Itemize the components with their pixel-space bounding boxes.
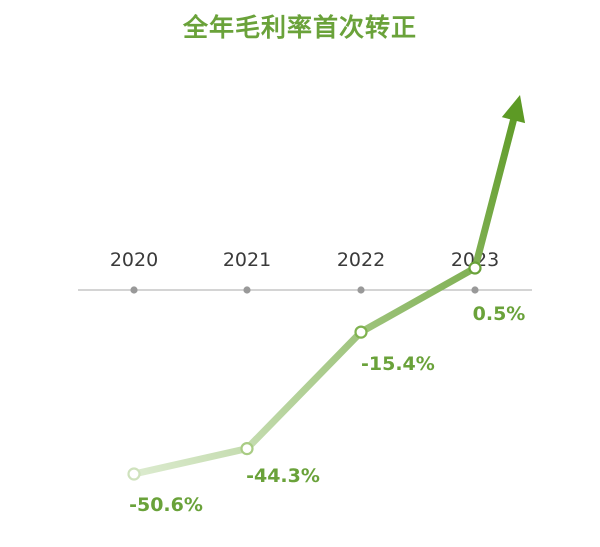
x-tick-label-2020: 2020 — [110, 249, 158, 271]
x-tick-dot-2022 — [357, 286, 365, 294]
x-tick-dot-2021 — [243, 286, 251, 294]
data-point-2021 — [240, 442, 254, 456]
data-label-2020: -50.6% — [129, 494, 203, 516]
data-label-2021: -44.3% — [246, 465, 320, 487]
data-point-2020 — [127, 467, 141, 481]
trend-arrow-head — [501, 95, 526, 124]
x-tick-label-2021: 2021 — [223, 249, 271, 271]
x-tick-dot-2023 — [471, 286, 479, 294]
chart-title: 全年毛利率首次转正 — [182, 13, 417, 42]
data-point-2022 — [354, 325, 368, 339]
data-label-2023: 0.5% — [473, 303, 526, 325]
data-label-2022: -15.4% — [361, 353, 435, 375]
data-point-2023 — [468, 261, 482, 275]
x-tick-label-2022: 2022 — [337, 249, 385, 271]
x-tick-dot-2020 — [130, 286, 138, 294]
series-line — [130, 116, 517, 478]
